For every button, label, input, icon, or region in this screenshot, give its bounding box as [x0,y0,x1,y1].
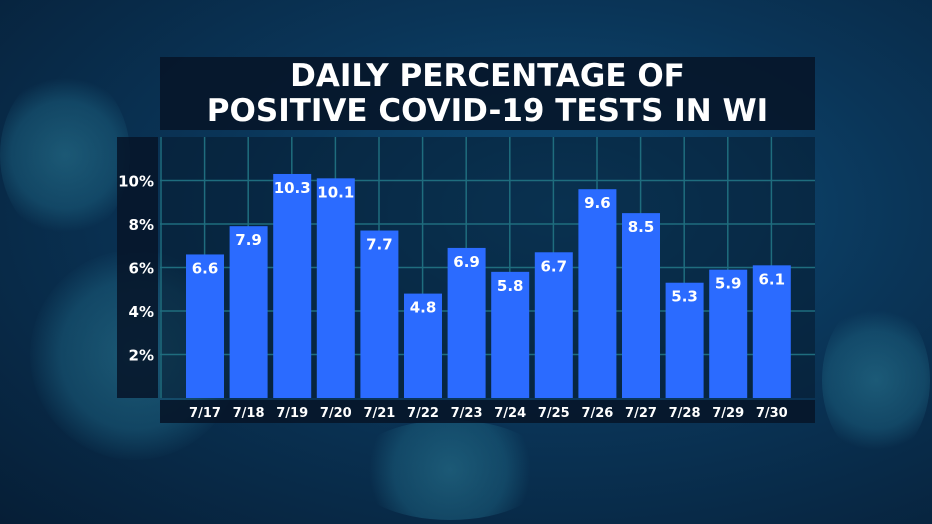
x-tick-label: 7/27 [625,406,657,421]
bar-7-28 [665,282,704,398]
x-tick-label: 7/19 [276,406,308,421]
bar-7-26 [578,189,617,398]
x-tick-label: 7/20 [320,406,352,421]
data-label: 5.8 [497,277,524,295]
virus-decoration [0,70,130,240]
x-tick-label: 7/18 [233,406,265,421]
bar-7-29 [709,269,748,398]
bar-7-21 [360,230,399,398]
x-tick-label: 7/29 [712,406,744,421]
x-tick-label: 7/30 [756,406,788,421]
x-tick-label: 7/21 [363,406,395,421]
data-label: 6.7 [541,257,568,275]
bar-7-30 [752,265,791,398]
x-axis-panel [160,400,815,423]
bar-7-23 [447,247,486,398]
data-label: 7.9 [235,231,262,249]
data-label: 9.6 [584,194,611,212]
y-tick-label: 4% [129,303,154,321]
data-label: 10.1 [317,183,354,201]
x-tick-label: 7/25 [538,406,570,421]
bar-7-22 [404,293,442,398]
data-label: 8.5 [628,218,655,236]
bar-7-25 [534,252,573,398]
y-tick-labels: 2% 4% 6% 8% 10% [118,173,154,365]
y-tick-label: 2% [129,347,154,365]
bar-7-17 [186,254,224,398]
x-tick-label: 7/17 [189,406,221,421]
bars: 6.6 7.9 10.3 10.1 7.7 4.8 6.9 5.8 6.7 9.6 8.5 5.3 5.… [186,173,791,398]
data-label: 5.9 [715,275,742,293]
data-label: 6.1 [759,270,786,288]
data-label: 6.9 [453,253,480,271]
y-tick-label: 8% [129,216,154,234]
y-tick-label: 6% [129,260,154,278]
chart-title: DAILY PERCENTAGE OF POSITIVE COVID-19 TE… [160,57,815,130]
x-tick-label: 7/26 [581,406,613,421]
data-label: 5.3 [671,288,698,306]
data-label: 7.7 [366,236,393,254]
data-label: 4.8 [410,299,437,317]
bar-7-24 [491,271,530,398]
bar-7-20 [316,178,355,398]
virus-decoration [350,420,550,520]
x-tick-label: 7/22 [407,406,439,421]
virus-decoration [822,300,930,460]
bar-7-19 [273,173,312,398]
data-label: 6.6 [192,259,219,277]
title-line-2: POSITIVE COVID-19 TESTS IN WI [206,93,769,129]
x-tick-labels: 7/17 7/18 7/19 7/20 7/21 7/22 7/23 7/24 7/25 7/26… [189,406,788,421]
y-tick-label: 10% [118,173,154,191]
x-tick-label: 7/23 [451,406,483,421]
data-label: 10.3 [274,179,311,197]
title-line-1: DAILY PERCENTAGE OF [290,58,685,94]
y-axis-panel [117,137,158,398]
x-tick-label: 7/24 [494,406,526,421]
bar-7-27 [622,213,660,398]
x-tick-label: 7/28 [669,406,701,421]
bar-7-18 [229,226,268,398]
